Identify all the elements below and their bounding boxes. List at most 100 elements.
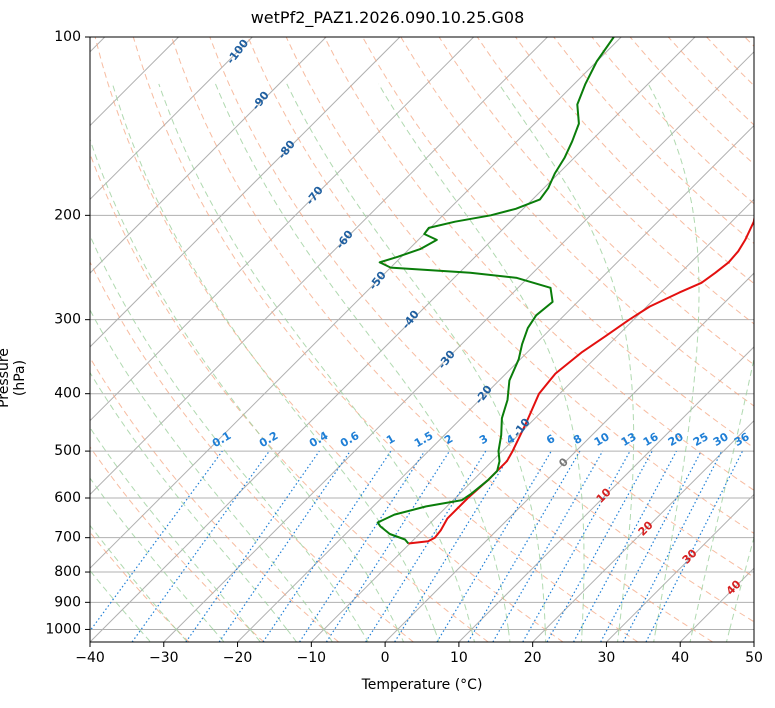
dry-adiabat-label: -20 <box>472 383 495 407</box>
y-tick-label: 300 <box>54 312 81 328</box>
moist-adiabat-line <box>112 83 440 642</box>
mixing-ratio-label: 3 <box>477 432 490 447</box>
isotherm-line <box>90 37 475 422</box>
x-tick-label: 20 <box>524 650 542 666</box>
mixing-ratio-line <box>573 450 677 642</box>
y-tick-label: 600 <box>54 490 81 506</box>
dry-adiabat-line <box>438 37 754 366</box>
moist-adiabat-line <box>158 83 475 642</box>
mixing-ratio-line <box>436 450 552 642</box>
dry-adiabat-line <box>132 37 639 642</box>
moist-adiabat-line <box>286 83 547 642</box>
isotherm-line <box>90 37 179 127</box>
isotherm-line <box>163 51 754 642</box>
mixing-ratio-line <box>185 450 320 642</box>
mixing-ratio-line <box>467 450 581 642</box>
isotherm-line <box>90 37 622 569</box>
isotherm-line <box>532 419 754 642</box>
mixing-ratio-line <box>394 450 513 642</box>
x-tick-label: −20 <box>223 650 253 666</box>
moist-adiabat-line <box>647 83 700 642</box>
moist-adiabat-line <box>90 524 188 642</box>
x-tick-label: 40 <box>671 650 689 666</box>
moist-adiabat-line <box>90 426 261 642</box>
dry-adiabat-line <box>476 37 754 325</box>
dry-adiabat-line <box>90 260 414 642</box>
y-tick-label: 200 <box>54 207 81 223</box>
mixing-ratio-label: 20 <box>666 430 686 449</box>
mixing-ratio-label: 13 <box>619 430 639 449</box>
mixing-ratio-line <box>262 450 392 642</box>
x-tick-label: 10 <box>450 650 468 666</box>
mixing-ratio-label: 25 <box>691 430 711 449</box>
dry-adiabat-line <box>247 37 754 578</box>
dry-adiabat-line <box>667 37 754 126</box>
mixing-ratio-label: 0.4 <box>307 429 331 450</box>
dewpoint-profile-line <box>376 37 615 545</box>
isotherm-line <box>310 198 754 642</box>
dry-adiabat-line <box>323 37 754 491</box>
mixing-ratio-label: 16 <box>641 430 661 449</box>
y-tick-label: 400 <box>54 386 81 402</box>
isotherm-line <box>90 37 548 496</box>
mixing-ratio-line <box>522 450 631 642</box>
x-tick-label: −30 <box>149 650 179 666</box>
moist-adiabat-line <box>689 356 754 642</box>
mixing-ratio-label: 1 <box>384 432 397 447</box>
dry-adiabat-label: -90 <box>249 89 272 113</box>
mixing-ratio-line <box>90 450 223 632</box>
isotherm-line <box>606 493 754 642</box>
x-tick-label: 30 <box>598 650 616 666</box>
isotherm-line <box>90 37 327 274</box>
mixing-ratio-label: 6 <box>544 432 557 447</box>
x-tick-label: 50 <box>745 650 763 666</box>
data-layer <box>376 37 754 545</box>
dry-adiabat-line <box>362 37 754 449</box>
moist-adiabat-label: 30 <box>680 546 700 566</box>
dry-adiabat-line <box>171 37 713 642</box>
dry-adiabat-line <box>90 531 190 642</box>
chart-title: wetPf2_PAZ1.2026.090.10.25.G08 <box>250 8 525 27</box>
dry-adiabat-label: -40 <box>399 308 422 332</box>
moist-adiabat-line <box>90 234 369 642</box>
dry-adiabat-line <box>706 37 754 87</box>
x-tick-label: −40 <box>75 650 105 666</box>
isotherm-line <box>90 37 253 201</box>
y-tick-label: 800 <box>54 564 81 580</box>
moist-adiabat-line <box>498 83 635 642</box>
moist-adiabat-line <box>378 83 585 642</box>
temperature-profile-line <box>408 214 754 545</box>
dry-adiabat-line <box>285 37 754 535</box>
grid-layer <box>0 37 775 642</box>
moist-adiabat-label: 0 <box>556 455 571 470</box>
y-tick-label: 500 <box>54 443 81 459</box>
y-tick-label: 100 <box>54 29 81 45</box>
isotherm-line <box>0 37 31 642</box>
mixing-ratio-line <box>546 450 653 642</box>
dry-adiabat-line <box>90 152 489 642</box>
dry-adiabat-line <box>629 37 754 165</box>
y-tick-label: 1000 <box>45 621 81 637</box>
isotherm-line <box>753 641 754 642</box>
x-tick-label: −10 <box>297 650 327 666</box>
x-axis-label: Temperature (°C) <box>361 677 483 693</box>
moist-adiabat-label: 10 <box>594 485 614 505</box>
axis-layer: -100-90-80-70-60-50-40-30-20-100.1 0.2 0.4… <box>45 29 763 666</box>
mixing-ratio-line <box>325 450 450 642</box>
dry-adiabat-line <box>90 446 265 642</box>
moist-adiabat-label: 40 <box>724 577 744 597</box>
moist-adiabat-line <box>90 137 405 642</box>
dry-adiabat-line <box>94 37 564 642</box>
isotherm-line <box>90 37 106 53</box>
dry-adiabat-line <box>90 356 339 642</box>
moist-adiabat-line <box>90 371 297 642</box>
isotherm-line <box>384 272 754 642</box>
moist-adiabat-line <box>90 569 151 642</box>
moist-adiabat-line <box>763 84 775 642</box>
mixing-ratio-line <box>600 450 702 642</box>
plot-frame <box>89 36 755 643</box>
moist-adiabat-line <box>90 308 333 642</box>
mixing-ratio-label: 36 <box>732 430 752 449</box>
mixing-ratio-label: 0.2 <box>257 429 280 450</box>
x-tick-label: 0 <box>381 650 390 666</box>
